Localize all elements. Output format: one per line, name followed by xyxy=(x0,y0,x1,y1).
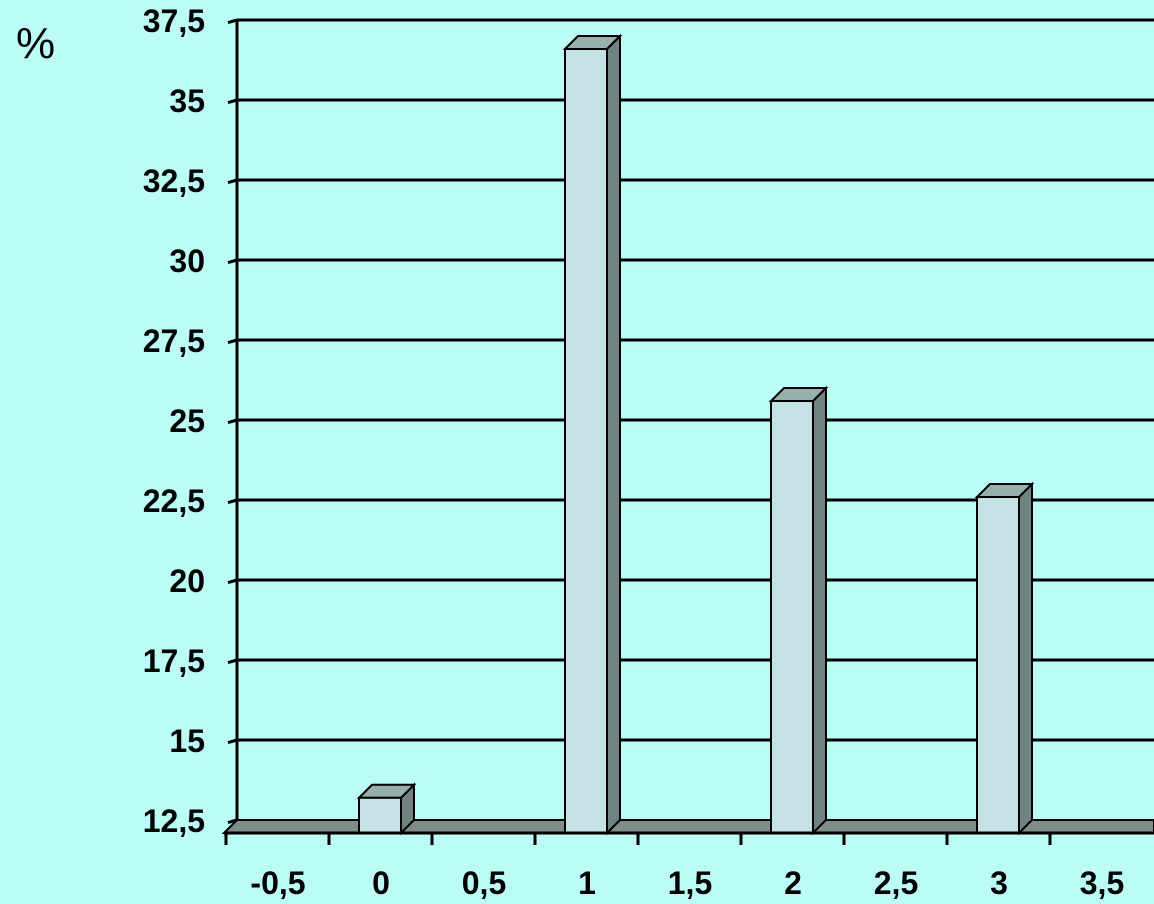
gridlines xyxy=(237,18,1154,742)
y-tick-labels: 12,5 15 17,5 20 22,5 25 27,5 30 32,5 35 37,5 xyxy=(143,3,205,839)
bar-front xyxy=(976,496,1020,834)
x-tick-label: 1,5 xyxy=(668,865,712,901)
bar-front xyxy=(770,400,814,834)
x-tick-label: 3 xyxy=(990,865,1008,901)
bar xyxy=(974,481,1035,836)
y-tick-label: 12,5 xyxy=(143,803,205,839)
y-tick-label: 37,5 xyxy=(143,3,205,39)
bar-front xyxy=(358,796,402,834)
y-tick-label: 32,5 xyxy=(143,163,205,199)
bar xyxy=(356,782,417,836)
y-tick-label: 22,5 xyxy=(143,483,205,519)
x-tick-labels: -0,5 0 0,5 1 1,5 2 2,5 3 3,5 xyxy=(250,865,1124,901)
x-tick-label: 2 xyxy=(784,865,802,901)
bar xyxy=(768,385,829,836)
y-tick-mark xyxy=(227,818,238,825)
x-tick-label: 0 xyxy=(372,865,390,901)
x-tick-label: 2,5 xyxy=(874,865,918,901)
bars xyxy=(356,33,1035,836)
x-tick-label: -0,5 xyxy=(250,865,305,901)
y-tick-label: 30 xyxy=(169,243,205,279)
bar-side xyxy=(1018,481,1033,836)
bar xyxy=(562,33,623,836)
y-tick-label: 25 xyxy=(169,403,205,439)
y-tick-label: 35 xyxy=(169,83,205,119)
y-tick-label: 15 xyxy=(169,723,205,759)
y-axis-label: % xyxy=(16,19,55,68)
x-tick-label: 1 xyxy=(578,865,596,901)
y-tick-label: 20 xyxy=(169,563,205,599)
x-tick-label: 0,5 xyxy=(462,865,506,901)
y-tick-label: 17,5 xyxy=(143,643,205,679)
bar-side xyxy=(606,33,621,836)
y-tick-label: 27,5 xyxy=(143,323,205,359)
x-tick-label: 3,5 xyxy=(1080,865,1124,901)
bar-side xyxy=(812,385,827,836)
axes xyxy=(224,18,1154,845)
bar-front xyxy=(564,48,608,834)
